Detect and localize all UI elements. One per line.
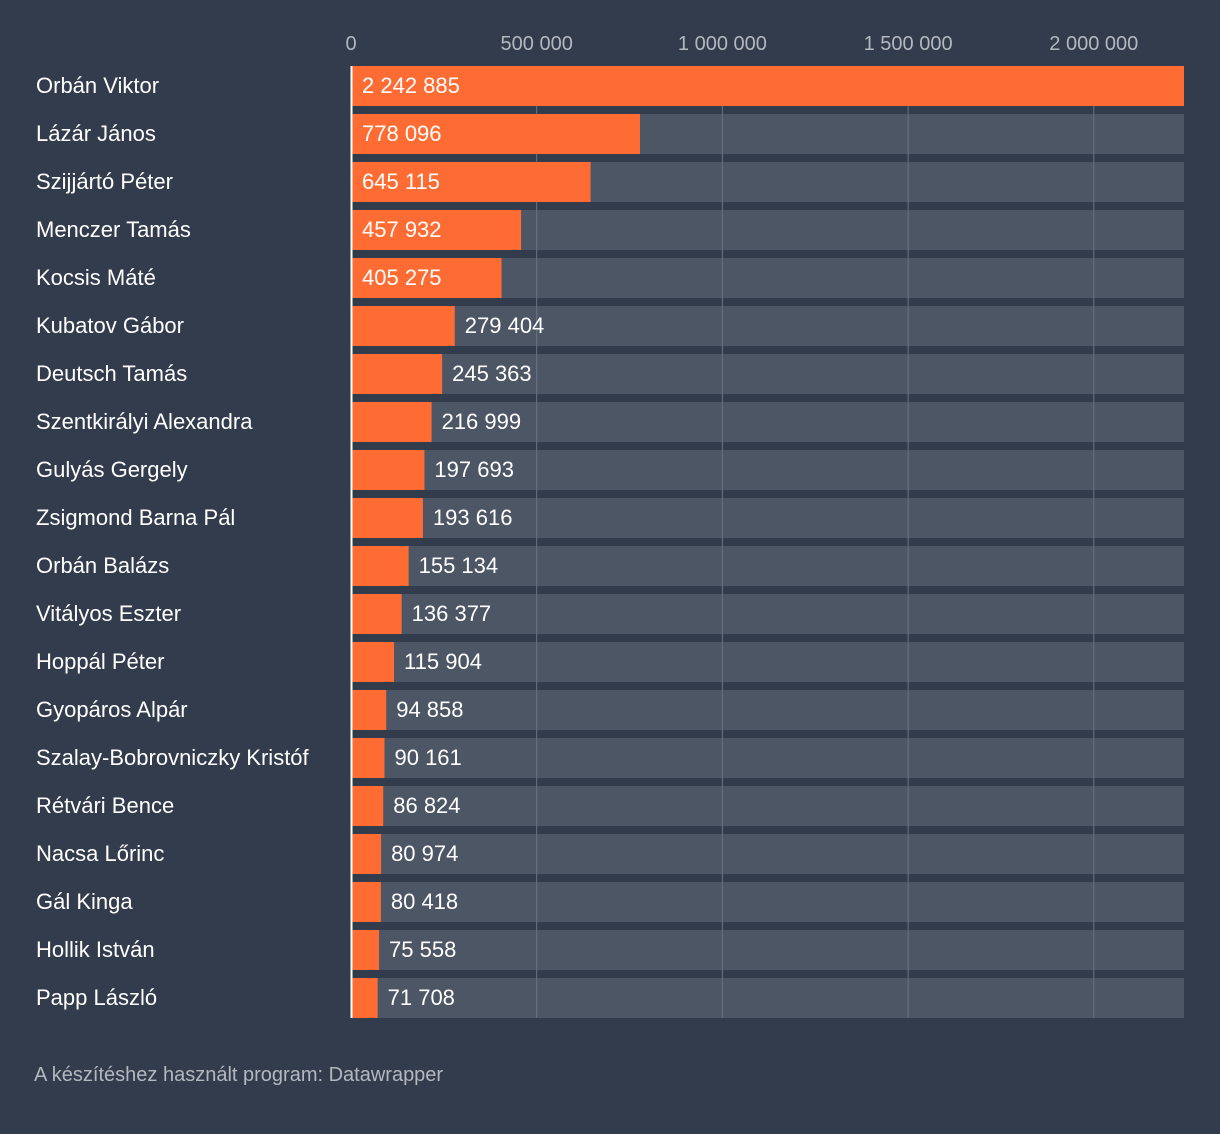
- bar: [351, 738, 385, 778]
- bar: [351, 642, 395, 682]
- x-tick-label: 1 000 000: [678, 33, 767, 55]
- value-label: 115 904: [404, 649, 482, 674]
- category-label: Kubatov Gábor: [36, 313, 184, 338]
- value-label: 193 616: [433, 505, 513, 530]
- bar: [351, 210, 522, 250]
- category-label: Szalay-Bobrovniczky Kristóf: [36, 745, 310, 770]
- x-tick-label: 0: [345, 33, 356, 55]
- category-label: Gál Kinga: [36, 889, 133, 914]
- category-label: Vitályos Eszter: [36, 601, 181, 626]
- bar: [351, 834, 382, 874]
- bar-track: [351, 738, 1184, 778]
- category-label: Hoppál Péter: [36, 649, 164, 674]
- bar: [351, 258, 502, 298]
- bar-track: [351, 354, 1184, 394]
- value-label: 71 708: [388, 985, 455, 1010]
- bar-track: [351, 546, 1184, 586]
- value-label: 216 999: [442, 409, 522, 434]
- bar-track: [351, 402, 1184, 442]
- bar-track: [351, 834, 1184, 874]
- bar-track: [351, 450, 1184, 490]
- value-label: 457 932: [362, 217, 442, 242]
- x-tick-label: 2 000 000: [1049, 33, 1138, 55]
- value-label: 80 418: [391, 889, 458, 914]
- category-label: Lázár János: [36, 121, 156, 146]
- category-label: Szijjártó Péter: [36, 169, 173, 194]
- value-label: 90 161: [394, 745, 461, 770]
- value-label: 136 377: [412, 601, 492, 626]
- bar: [351, 306, 455, 346]
- category-label: Gyopáros Alpár: [36, 697, 188, 722]
- category-label: Rétvári Bence: [36, 793, 174, 818]
- bar-chart: 0 500 000 1 000 000 1 500 000 2 000 000 Orbán…: [36, 33, 1184, 1018]
- bar-track: [351, 786, 1184, 826]
- value-label: 197 693: [434, 457, 514, 482]
- bar-track: [351, 498, 1184, 538]
- bar: [351, 498, 423, 538]
- bar-track: [351, 594, 1184, 634]
- value-label: 405 275: [362, 265, 442, 290]
- category-label: Orbán Balázs: [36, 553, 169, 578]
- bar: [351, 786, 384, 826]
- x-tick-label: 1 500 000: [864, 33, 953, 55]
- value-label: 645 115: [362, 169, 440, 194]
- category-label: Orbán Viktor: [36, 73, 159, 98]
- value-label: 245 363: [452, 361, 532, 386]
- value-label: 2 242 885: [362, 73, 460, 98]
- footer-credit: A készítéshez használt program: Datawrap…: [34, 1064, 444, 1086]
- category-label: Nacsa Lőrinc: [36, 841, 164, 866]
- x-tick-label: 500 000: [501, 33, 573, 55]
- bar: [351, 402, 432, 442]
- bar: [351, 66, 1184, 106]
- bar: [351, 594, 402, 634]
- bar: [351, 882, 381, 922]
- bar-track: [351, 306, 1184, 346]
- bar-track: [351, 882, 1184, 922]
- category-label: Gulyás Gergely: [36, 457, 188, 482]
- bar-track: [351, 690, 1184, 730]
- value-label: 75 558: [389, 937, 456, 962]
- bar: [351, 162, 591, 202]
- bar-track: [351, 930, 1184, 970]
- category-label: Zsigmond Barna Pál: [36, 505, 235, 530]
- category-label: Deutsch Tamás: [36, 361, 187, 386]
- category-label: Hollik István: [36, 937, 155, 962]
- value-label: 279 404: [465, 313, 545, 338]
- bar: [351, 114, 640, 154]
- value-label: 80 974: [391, 841, 458, 866]
- value-label: 778 096: [362, 121, 442, 146]
- category-label: Papp László: [36, 985, 157, 1010]
- value-label: 94 858: [396, 697, 463, 722]
- bar-track: [351, 978, 1184, 1018]
- category-label: Szentkirályi Alexandra: [36, 409, 253, 434]
- bar: [351, 450, 425, 490]
- value-label: 86 824: [393, 793, 460, 818]
- category-label: Menczer Tamás: [36, 217, 191, 242]
- bar-track: [351, 642, 1184, 682]
- category-label: Kocsis Máté: [36, 265, 156, 290]
- bar: [351, 354, 443, 394]
- bar: [351, 978, 378, 1018]
- bar: [351, 930, 380, 970]
- bar: [351, 546, 409, 586]
- bar: [351, 690, 387, 730]
- value-label: 155 134: [419, 553, 499, 578]
